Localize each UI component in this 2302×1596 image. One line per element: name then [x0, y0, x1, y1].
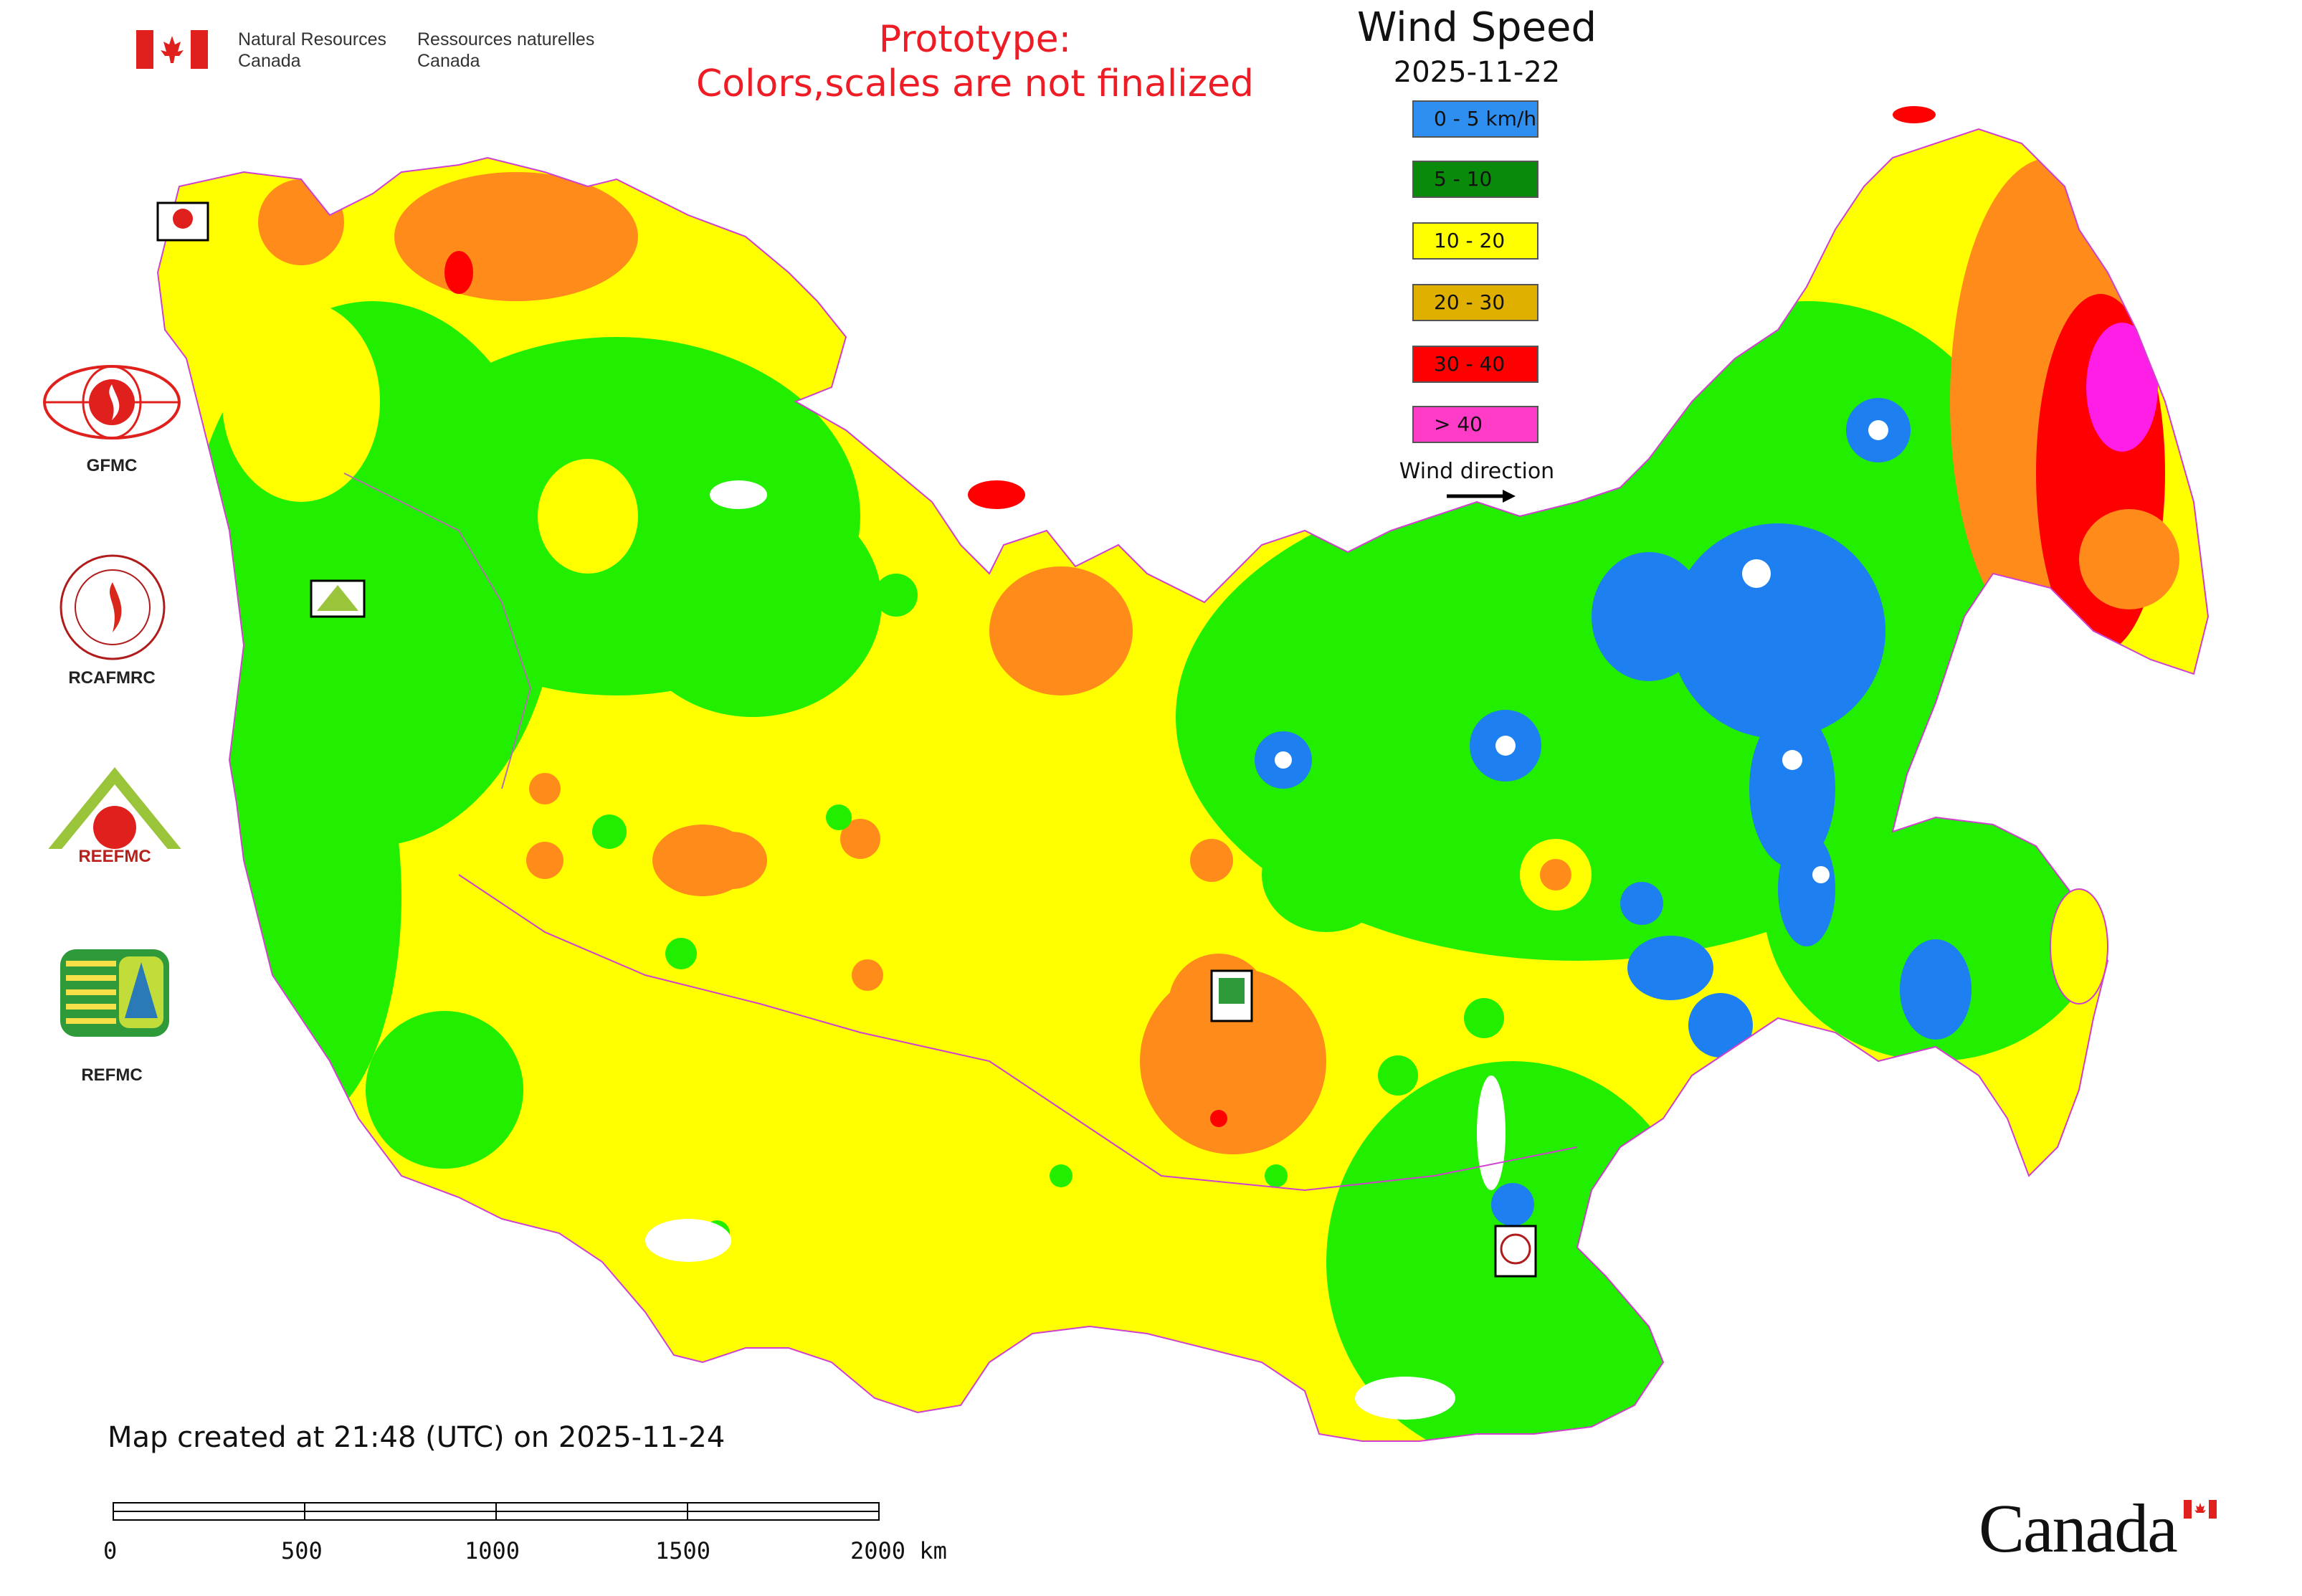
- prototype-notice: Prototype: Colors,scales are not finaliz…: [695, 18, 1255, 105]
- legend-item-fresh: 20 - 30: [1412, 284, 1538, 321]
- refmc-label: REFMC: [81, 1065, 143, 1085]
- scale-bar: [108, 1501, 886, 1526]
- reefmc-logo: REEFMC: [37, 766, 192, 876]
- legend-title: Wind Speed: [1356, 4, 1597, 51]
- canada-wordmark: Canada: [1979, 1490, 2178, 1567]
- refmc-logo: [57, 946, 172, 1042]
- legend-item-gale: > 40: [1412, 406, 1538, 443]
- legend-date: 2025-11-22: [1393, 56, 1561, 89]
- canada-flag-icon: [136, 30, 208, 69]
- rcafmrc-label: RCAFMRC: [68, 668, 156, 688]
- gfmc-logo: [40, 363, 184, 445]
- legend-item-moderate: 10 - 20: [1412, 222, 1538, 260]
- map-marker-rcafmrc: [1494, 1225, 1537, 1278]
- legend-item-light: 5 - 10: [1412, 161, 1538, 198]
- gov-name-en: Natural Resources Canada: [238, 29, 387, 71]
- map-created-timestamp: Map created at 21:48 (UTC) on 2025-11-24: [108, 1421, 726, 1454]
- scale-label-2000: 2000 km: [850, 1537, 947, 1564]
- legend-item-strong: 30 - 40: [1412, 346, 1538, 383]
- rcafmrc-logo: [59, 554, 166, 664]
- map-marker-reefmc: [310, 579, 366, 618]
- gfmc-label: GFMC: [86, 456, 138, 475]
- map-marker-refmc: [1210, 969, 1253, 1022]
- scale-label-500: 500: [281, 1537, 323, 1564]
- wind-direction-arrow-icon: [1445, 488, 1517, 508]
- scale-label-1000: 1000: [465, 1537, 520, 1564]
- map-marker-gfmc: [156, 201, 209, 242]
- wordmark-flag-icon: [2184, 1500, 2217, 1521]
- legend-item-calm: 0 - 5 km/h: [1412, 100, 1538, 138]
- wind-direction-label: Wind direction: [1399, 459, 1555, 484]
- scale-label-1500: 1500: [655, 1537, 711, 1564]
- gov-name-fr: Ressources naturelles Canada: [417, 29, 595, 71]
- scale-label-0: 0: [103, 1537, 118, 1564]
- svg-text:REEFMC: REEFMC: [78, 847, 151, 866]
